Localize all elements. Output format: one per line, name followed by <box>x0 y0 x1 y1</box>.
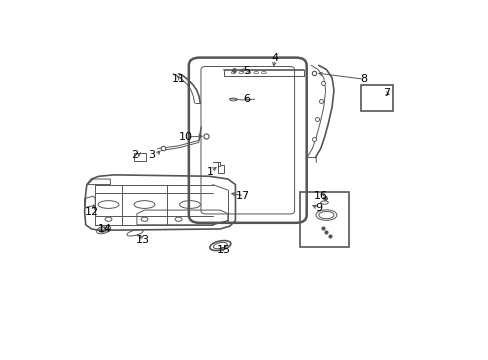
Text: 3: 3 <box>148 150 155 161</box>
Text: 6: 6 <box>243 94 250 104</box>
Text: 14: 14 <box>98 224 112 234</box>
Text: 16: 16 <box>313 191 327 201</box>
Text: 2: 2 <box>131 150 138 161</box>
Text: 5: 5 <box>243 66 250 76</box>
Text: 17: 17 <box>236 191 249 201</box>
Bar <box>299 192 348 247</box>
Text: 15: 15 <box>217 245 231 255</box>
Text: 8: 8 <box>360 74 367 84</box>
Text: 7: 7 <box>383 88 390 98</box>
Text: 11: 11 <box>171 74 185 84</box>
Text: 1: 1 <box>207 167 214 177</box>
Text: 4: 4 <box>271 53 278 63</box>
Text: 12: 12 <box>85 207 99 217</box>
Text: 10: 10 <box>179 132 193 143</box>
Text: 9: 9 <box>315 203 322 213</box>
Bar <box>134 153 146 161</box>
Bar <box>360 85 392 111</box>
Text: 13: 13 <box>135 235 149 245</box>
